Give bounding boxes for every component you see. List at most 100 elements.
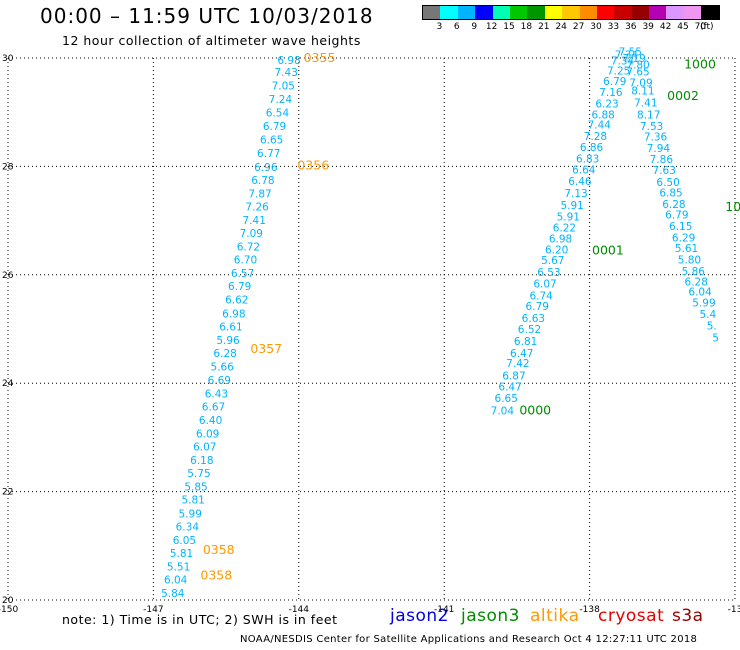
swh-value: 5.81 (170, 548, 193, 560)
swh-value: 5. (707, 321, 717, 333)
color-scale-label: 6 (453, 22, 460, 32)
swh-value: 6.09 (196, 429, 219, 441)
swh-value: 6.54 (266, 108, 290, 120)
swh-value: 5.96 (216, 335, 240, 347)
swh-value: 6.34 (176, 521, 200, 533)
swh-value: 7.94 (647, 143, 671, 155)
time-label: 100 (725, 199, 740, 214)
swh-value: 6.77 (257, 148, 280, 160)
swh-value: 7.34 (611, 56, 635, 68)
swh-value: 6.79 (263, 121, 286, 133)
swh-value: 5.51 (167, 561, 190, 573)
swh-value: 6.69 (208, 375, 231, 387)
color-scale-label: 27 (572, 22, 585, 32)
swh-value: 6.65 (260, 134, 283, 146)
swh-value: 6.43 (205, 388, 228, 400)
swh-value: 5.61 (675, 243, 698, 255)
time-label: 0358 (203, 542, 235, 557)
swh-value: 6.46 (568, 176, 592, 188)
color-scale-labels: 3 6 9 12 15 18 21 24 27 30 33 36 39 42 45 70 (422, 20, 720, 34)
mission-altika: altika (530, 606, 580, 626)
mission-jason2: jason2 (390, 606, 449, 626)
swh-value: 7.05 (272, 81, 295, 93)
swh-value: 7.80 (626, 60, 649, 72)
time-label: 0357 (250, 341, 282, 356)
swh-value: 7.63 (653, 165, 676, 177)
swh-value: 6.22 (553, 223, 576, 235)
swh-value: 6.98 (222, 308, 245, 320)
color-scale-label: 18 (520, 22, 533, 32)
swh-value: 7.26 (245, 202, 269, 214)
swh-value: 6.23 (595, 99, 618, 111)
swh-value: 5.80 (678, 255, 701, 267)
swh-value: 6.52 (518, 324, 541, 336)
swh-value: 6.20 (545, 244, 568, 256)
swh-value: 7.87 (248, 189, 271, 201)
color-scale-bar (422, 5, 720, 20)
color-scale-swatch (666, 6, 684, 19)
swh-value: 6.83 (576, 153, 599, 165)
swh-value: 7.41 (634, 97, 657, 109)
lon-tick-label: -141 (434, 605, 454, 615)
swh-value: 6.67 (202, 402, 225, 414)
swh-value: 6.50 (656, 177, 679, 189)
color-scale-swatch (440, 6, 458, 19)
swh-value: 6.57 (231, 268, 254, 280)
mission-jason3: jason3 (461, 606, 520, 626)
swh-value: 7.43 (275, 67, 298, 79)
swh-value: 6.65 (495, 393, 518, 405)
color-scale-label: 9 (471, 22, 478, 32)
lon-tick-label: -147 (143, 605, 163, 615)
swh-value: 6.79 (228, 281, 251, 293)
swh-value: 5.86 (682, 266, 706, 278)
color-scale-label: 3 (436, 22, 443, 32)
swh-value: 5.81 (181, 495, 204, 507)
swh-value: 6.70 (234, 255, 257, 267)
color-scale-swatch (457, 6, 476, 19)
swh-value: 7.41 (243, 215, 266, 227)
swh-value: 5.91 (557, 211, 580, 223)
lat-tick-label: 26 (2, 271, 14, 281)
time-label: 0358 (200, 568, 232, 583)
swh-value: 6.78 (251, 175, 274, 187)
swh-value: 5.99 (692, 297, 715, 309)
swh-value: 5.99 (179, 508, 202, 520)
swh-value: 6.79 (526, 301, 549, 313)
swh-value: 7.36 (644, 132, 668, 144)
color-scale-swatch (509, 6, 528, 19)
map-grid (7, 57, 736, 601)
page-subtitle: 12 hour collection of altimeter wave hei… (62, 33, 361, 48)
time-label: 1000 (684, 57, 716, 72)
time-label: 0002 (667, 88, 699, 103)
swh-value: 6.04 (164, 574, 188, 586)
swh-value: 6.28 (685, 276, 708, 288)
time-label: 0356 (297, 157, 329, 172)
color-scale-label: 45 (677, 22, 689, 32)
swh-value: 8.17 (637, 109, 660, 121)
swh-value: 6.74 (529, 290, 553, 302)
swh-value: 6.72 (237, 242, 260, 254)
swh-value: 6.15 (669, 221, 692, 233)
swh-value: 7.13 (564, 188, 587, 200)
swh-value: 5.66 (211, 361, 235, 373)
swh-value: 7.09 (240, 228, 263, 240)
swh-value: 6.47 (498, 381, 521, 393)
lat-tick-label: 20 (2, 596, 14, 606)
swh-value: 7.28 (584, 131, 607, 143)
swh-value: 6.53 (537, 267, 560, 279)
swh-value: 6.63 (522, 313, 545, 325)
swh-value: 7.24 (269, 94, 293, 106)
swh-value: 6.81 (514, 336, 537, 348)
swh-value: 5 (712, 333, 719, 345)
swh-value: 6.29 (672, 232, 695, 244)
swh-value: 6.96 (254, 162, 278, 174)
swh-value: 7.55 (619, 46, 642, 58)
swh-value: 6.79 (665, 210, 688, 222)
color-scale-label: 33 (607, 22, 620, 32)
color-scale-label: 39 (642, 22, 654, 32)
color-scale-swatch (596, 6, 615, 19)
swh-value: 7.16 (599, 87, 623, 99)
swh-value: 6.88 (591, 109, 614, 121)
swh-value: 7.42 (506, 358, 529, 370)
color-scale-unit: (ft) (700, 22, 714, 32)
